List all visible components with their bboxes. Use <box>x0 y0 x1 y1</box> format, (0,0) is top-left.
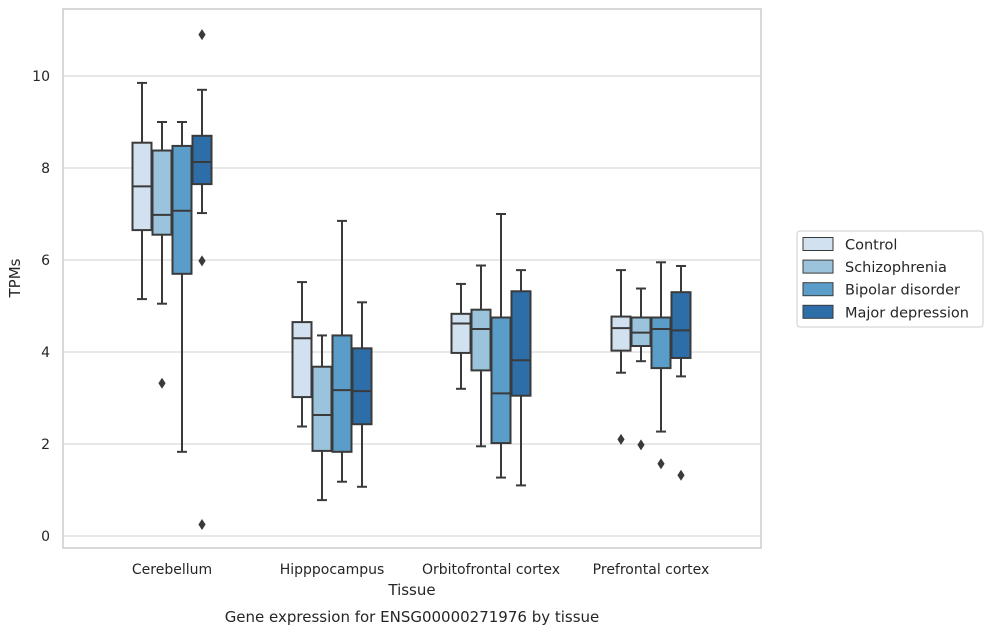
box-1-2 <box>470 264 492 448</box>
y-tick-label: 8 <box>41 161 50 177</box>
plot-area <box>62 8 762 549</box>
outlier-point <box>677 469 685 481</box>
x-axis-ticks: Cerebellum Hipppocampus Orbitofrontal cort… <box>132 562 709 578</box>
box-body <box>191 134 213 186</box>
legend-label: Major depression <box>845 305 969 321</box>
box-body <box>510 290 532 397</box>
box-body <box>311 365 333 452</box>
box-1-3 <box>630 287 652 451</box>
box-2-1 <box>331 219 353 483</box>
outlier-point <box>617 433 625 445</box>
box-0-1 <box>291 281 313 428</box>
legend-label: Bipolar disorder <box>845 283 960 299</box>
legend-label: Control <box>845 238 897 254</box>
y-tick-label: 2 <box>41 437 50 453</box>
y-axis-ticks: 0 2 4 6 8 10 <box>32 69 50 545</box>
y-tick-label: 4 <box>41 345 50 361</box>
x-tick-label: Orbitofrontal cortex <box>422 562 560 578</box>
box-2-3 <box>650 261 672 470</box>
box-body <box>650 316 672 370</box>
y-tick-label: 6 <box>41 253 50 269</box>
legend-swatch <box>802 259 834 274</box>
y-axis-label: TPMs <box>6 258 24 298</box>
outlier-point <box>158 377 166 389</box>
box-3-3 <box>670 264 692 481</box>
outlier-point <box>637 439 645 451</box>
box-3-2 <box>510 269 532 487</box>
outlier-point <box>198 519 206 530</box>
chart-caption: Gene expression for ENSG00000271976 by t… <box>225 608 600 626</box>
legend-swatch <box>802 237 834 251</box>
legend-swatch <box>802 282 834 297</box>
y-tick-label: 0 <box>41 529 50 545</box>
box-2-0 <box>171 121 193 453</box>
box-3-0 <box>191 29 213 530</box>
outlier-point <box>198 29 206 41</box>
box-2-2 <box>490 213 512 479</box>
box-0-0 <box>131 81 153 301</box>
box-body <box>291 321 313 399</box>
outlier-point <box>657 458 665 470</box>
outlier-point <box>198 255 206 267</box>
box-body <box>490 316 512 445</box>
box-0-3 <box>610 269 632 445</box>
y-tick-label: 10 <box>32 69 50 85</box>
legend-frame <box>796 230 984 328</box>
box-body <box>450 312 472 354</box>
box-body <box>151 149 173 236</box>
legend-swatch <box>802 304 834 319</box>
x-tick-label: Cerebellum <box>132 562 212 578</box>
box-body <box>331 334 353 453</box>
box-3-1 <box>351 301 373 488</box>
box-0-2 <box>450 282 472 390</box>
x-axis-label: Tissue <box>387 581 435 599</box>
x-tick-label: Prefrontal cortex <box>593 562 710 578</box>
box-body <box>351 347 373 426</box>
box-body <box>610 315 632 352</box>
legend: Control Schizophrenia Bipolar disorder Majo… <box>796 230 984 328</box>
box-body <box>670 291 692 359</box>
legend-label: Schizophrenia <box>845 260 947 276</box>
box-groups <box>131 29 692 530</box>
box-body <box>470 308 492 372</box>
x-tick-label: Hipppocampus <box>280 562 385 578</box>
